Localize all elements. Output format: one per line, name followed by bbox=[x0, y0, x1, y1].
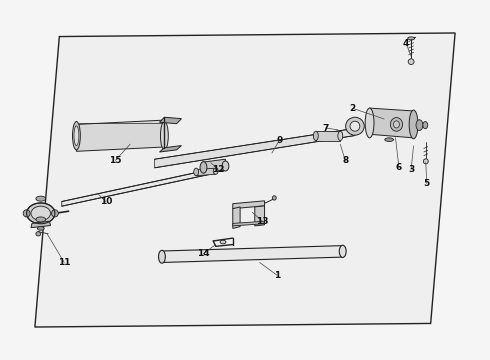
Text: 3: 3 bbox=[408, 165, 414, 174]
Ellipse shape bbox=[37, 226, 44, 230]
Text: 14: 14 bbox=[197, 249, 210, 258]
Ellipse shape bbox=[416, 120, 423, 131]
Text: 1: 1 bbox=[273, 270, 280, 279]
Text: 8: 8 bbox=[342, 156, 348, 165]
Ellipse shape bbox=[160, 122, 168, 150]
Ellipse shape bbox=[36, 217, 46, 222]
Polygon shape bbox=[155, 129, 355, 168]
Ellipse shape bbox=[345, 117, 364, 135]
Ellipse shape bbox=[220, 240, 226, 244]
Ellipse shape bbox=[200, 162, 207, 173]
Text: 11: 11 bbox=[58, 258, 71, 267]
Polygon shape bbox=[62, 170, 208, 206]
Polygon shape bbox=[369, 108, 414, 138]
Ellipse shape bbox=[272, 196, 276, 200]
Polygon shape bbox=[35, 33, 455, 327]
Polygon shape bbox=[233, 221, 265, 226]
Text: 4: 4 bbox=[403, 39, 410, 48]
Ellipse shape bbox=[314, 131, 318, 140]
Ellipse shape bbox=[31, 206, 50, 221]
Ellipse shape bbox=[365, 108, 374, 138]
Ellipse shape bbox=[213, 168, 218, 174]
Ellipse shape bbox=[26, 203, 55, 224]
Ellipse shape bbox=[23, 210, 30, 217]
Ellipse shape bbox=[408, 37, 415, 40]
Ellipse shape bbox=[51, 210, 58, 217]
Ellipse shape bbox=[391, 118, 403, 131]
Ellipse shape bbox=[385, 138, 393, 141]
Ellipse shape bbox=[36, 196, 46, 201]
Polygon shape bbox=[255, 206, 265, 226]
Polygon shape bbox=[316, 131, 340, 140]
Ellipse shape bbox=[338, 131, 343, 140]
Ellipse shape bbox=[194, 168, 198, 176]
Ellipse shape bbox=[423, 122, 428, 129]
Text: 12: 12 bbox=[212, 165, 224, 174]
Ellipse shape bbox=[339, 245, 346, 257]
Ellipse shape bbox=[408, 59, 414, 64]
Ellipse shape bbox=[393, 121, 399, 128]
Polygon shape bbox=[203, 159, 225, 173]
Text: 9: 9 bbox=[276, 136, 282, 145]
Ellipse shape bbox=[73, 122, 80, 150]
Ellipse shape bbox=[222, 161, 229, 171]
Polygon shape bbox=[162, 246, 343, 262]
Polygon shape bbox=[233, 207, 240, 228]
Text: 6: 6 bbox=[396, 163, 402, 172]
Ellipse shape bbox=[409, 110, 418, 139]
Ellipse shape bbox=[350, 121, 360, 131]
Text: 7: 7 bbox=[322, 123, 329, 132]
Text: 15: 15 bbox=[109, 156, 122, 165]
Polygon shape bbox=[31, 221, 50, 228]
Ellipse shape bbox=[74, 126, 79, 145]
Polygon shape bbox=[76, 120, 164, 151]
Polygon shape bbox=[159, 145, 181, 152]
Polygon shape bbox=[159, 117, 181, 124]
Text: 13: 13 bbox=[256, 217, 269, 226]
Text: 10: 10 bbox=[99, 197, 112, 206]
Ellipse shape bbox=[423, 159, 428, 164]
Polygon shape bbox=[196, 168, 216, 176]
Polygon shape bbox=[233, 201, 265, 209]
Ellipse shape bbox=[159, 250, 165, 263]
Text: 2: 2 bbox=[349, 104, 356, 113]
Ellipse shape bbox=[36, 231, 41, 236]
Text: 5: 5 bbox=[424, 179, 430, 188]
